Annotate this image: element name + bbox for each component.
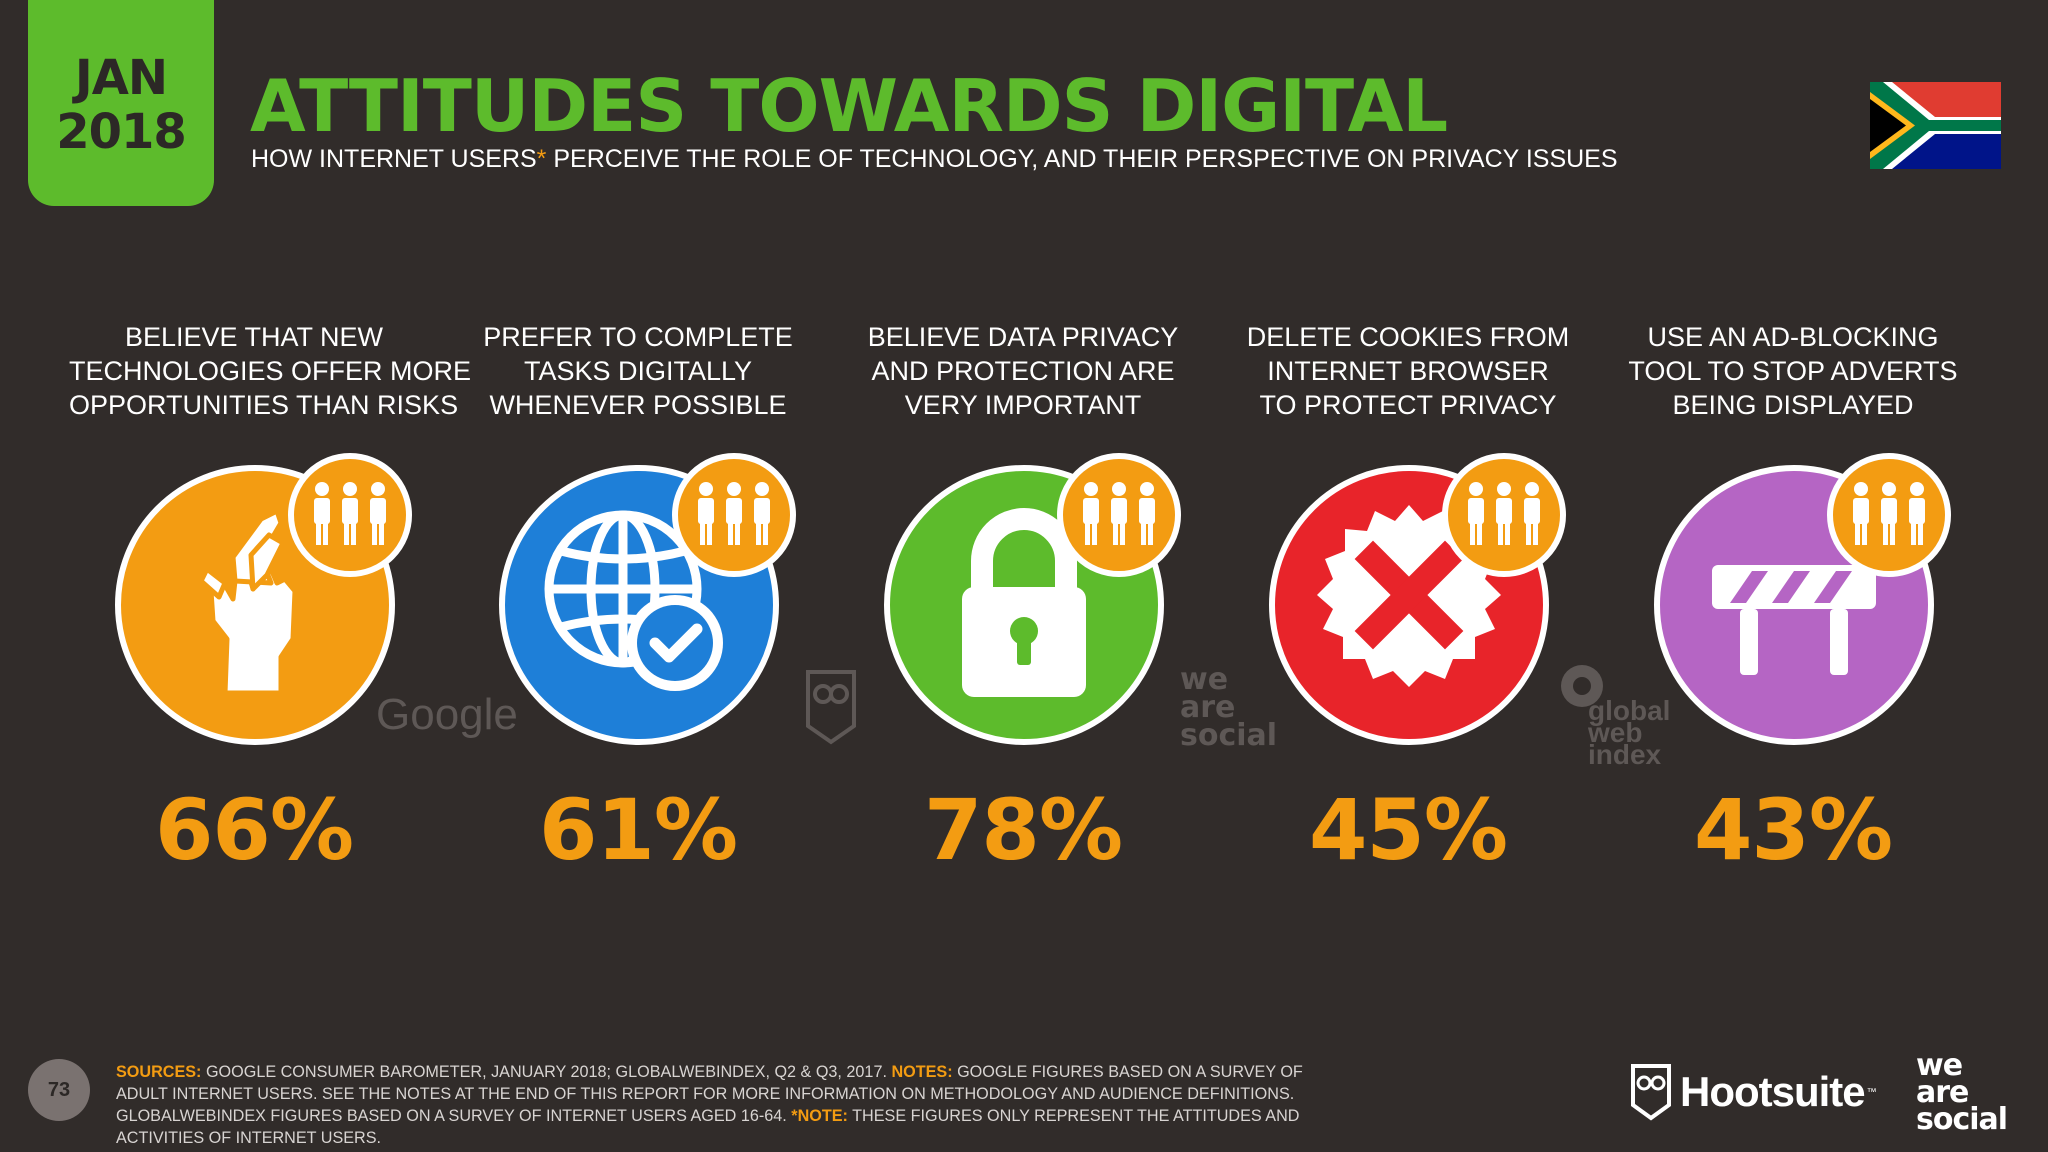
stat-label: DELETE COOKIES FROM INTERNET BROWSER TO PR… bbox=[1246, 322, 1570, 420]
date-badge: JAN 2018 bbox=[28, 0, 214, 206]
stat-icon-circle bbox=[499, 453, 796, 745]
we-are-social-watermark: we are social bbox=[1180, 662, 1278, 753]
people-icon-badge bbox=[1442, 453, 1566, 577]
people-group-icon bbox=[1083, 482, 1155, 545]
stat-label: PREFER TO COMPLETE TASKS DIGITALLY WHENEVE… bbox=[483, 322, 793, 420]
people-group-icon bbox=[314, 482, 386, 545]
stat-column-tech-opportunities: BELIEVE THAT NEW TECHNOLOGIES OFFER MORE O… bbox=[69, 320, 472, 878]
people-icon-badge bbox=[288, 453, 412, 577]
hootsuite-owl-icon bbox=[1631, 1064, 1671, 1121]
south-africa-flag-icon bbox=[1870, 82, 2001, 169]
stat-column-data-privacy: BELIEVE DATA PRIVACY AND PROTECTION ARE VE… bbox=[838, 320, 1208, 878]
people-group-icon bbox=[1468, 482, 1540, 545]
stat-column-ad-blocking: USE AN AD-BLOCKING TOOL TO STOP ADVERTS BE… bbox=[1608, 320, 1978, 878]
people-icon-badge bbox=[1057, 453, 1181, 577]
hootsuite-logo: Hootsuite ™ bbox=[1630, 1063, 1877, 1121]
roadblock-icon bbox=[1712, 565, 1876, 675]
stat-percentage: 61% bbox=[538, 781, 738, 879]
date-month: JAN bbox=[74, 50, 168, 106]
we-are-social-logo: we are social bbox=[1916, 1048, 2008, 1137]
stat-label: BELIEVE THAT NEW TECHNOLOGIES OFFER MORE O… bbox=[69, 322, 472, 420]
people-icon-badge bbox=[672, 453, 796, 577]
globalwebindex-watermark: global web index bbox=[1588, 695, 1671, 770]
globe-check-icon bbox=[544, 510, 723, 691]
sources-footnote: SOURCES: GOOGLE CONSUMER BAROMETER, JANU… bbox=[116, 1063, 1303, 1147]
stat-column-digital-tasks: PREFER TO COMPLETE TASKS DIGITALLY WHENEVE… bbox=[453, 320, 823, 878]
people-group-icon bbox=[698, 482, 770, 545]
people-icon-badge bbox=[1827, 453, 1951, 577]
stat-percentage: 45% bbox=[1308, 781, 1508, 879]
date-year: 2018 bbox=[56, 104, 187, 160]
stat-icon-circle bbox=[1654, 453, 1951, 745]
stat-percentage: 66% bbox=[154, 781, 354, 879]
hootsuite-owl-watermark-icon bbox=[806, 670, 856, 745]
globalwebindex-logo-icon bbox=[1561, 665, 1603, 707]
padlock-icon bbox=[962, 508, 1086, 697]
page-subtitle: HOW INTERNET USERS* PERCEIVE THE ROLE OF… bbox=[251, 145, 1618, 173]
stat-icon-circle bbox=[884, 453, 1181, 745]
page-title: ATTITUDES TOWARDS DIGITAL bbox=[250, 64, 1448, 148]
crossed-fingers-icon bbox=[198, 508, 298, 696]
stat-percentage: 78% bbox=[923, 781, 1123, 879]
page-number: 73 bbox=[28, 1059, 90, 1121]
stat-percentage: 43% bbox=[1693, 781, 1893, 879]
stat-label: BELIEVE DATA PRIVACY AND PROTECTION ARE VE… bbox=[867, 322, 1179, 420]
stat-icon-circle bbox=[115, 453, 412, 745]
people-group-icon bbox=[1853, 482, 1925, 545]
stat-column-delete-cookies: DELETE COOKIES FROM INTERNET BROWSER TO PR… bbox=[1223, 320, 1593, 878]
stat-icon-circle bbox=[1269, 453, 1566, 745]
google-watermark: Google bbox=[376, 690, 518, 739]
stat-label: USE AN AD-BLOCKING TOOL TO STOP ADVERTS BE… bbox=[1628, 322, 1958, 420]
